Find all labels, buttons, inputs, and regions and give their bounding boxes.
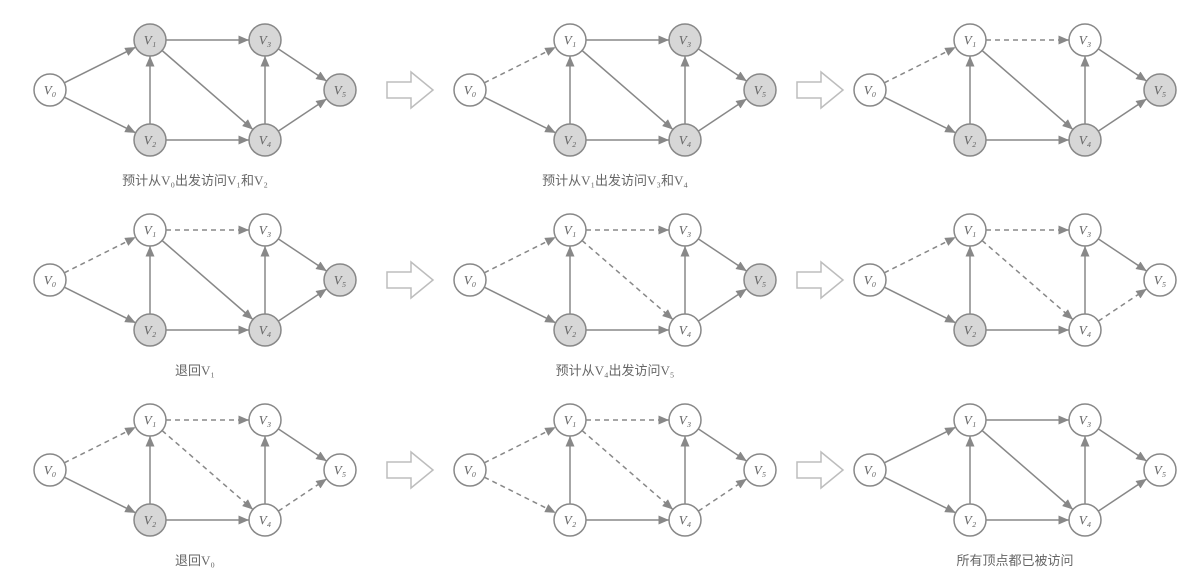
- svg-text:V₂: V₂: [964, 323, 977, 338]
- svg-text:V₃: V₃: [679, 413, 691, 428]
- graph-panel-r2-c2: V₀ V₁ V₂ V₃ V₄ V₅: [840, 390, 1190, 550]
- step-arrow-icon: [795, 260, 845, 305]
- svg-text:V₂: V₂: [564, 323, 577, 338]
- panel-caption: 预计从V₄出发访问V₅: [440, 360, 790, 379]
- svg-text:V₂: V₂: [144, 323, 157, 338]
- svg-text:V₄: V₄: [1079, 133, 1092, 148]
- svg-text:V₁: V₁: [964, 33, 976, 48]
- svg-text:V₅: V₅: [334, 463, 346, 478]
- graph-panel-r0-c0: V₀ V₁ V₂ V₃ V₄ V₅: [20, 10, 370, 170]
- step-arrow-icon: [795, 450, 845, 495]
- svg-text:V₄: V₄: [259, 513, 272, 528]
- svg-text:V₀: V₀: [864, 463, 876, 478]
- panel-caption: 退回V₀: [20, 550, 370, 569]
- graph-panel-r1-c2: V₀ V₁ V₂ V₃ V₄ V₅: [840, 200, 1190, 360]
- svg-text:V₃: V₃: [1079, 33, 1091, 48]
- svg-text:V₀: V₀: [864, 273, 876, 288]
- graph-panel-r0-c1: V₀ V₁ V₂ V₃ V₄ V₅: [440, 10, 790, 170]
- panel-caption: 退回V₁: [20, 360, 370, 379]
- svg-text:V₀: V₀: [44, 463, 56, 478]
- svg-text:V₅: V₅: [754, 273, 766, 288]
- svg-text:V₃: V₃: [679, 33, 691, 48]
- svg-text:V₂: V₂: [564, 133, 577, 148]
- svg-text:V₂: V₂: [964, 513, 977, 528]
- svg-text:V₃: V₃: [259, 223, 271, 238]
- svg-text:V₃: V₃: [259, 413, 271, 428]
- svg-text:V₁: V₁: [964, 413, 976, 428]
- step-arrow-icon: [385, 260, 435, 305]
- svg-text:V₁: V₁: [564, 223, 576, 238]
- panel-caption: 预计从V₀出发访问V₁和V₂: [20, 170, 370, 189]
- step-arrow-icon: [385, 450, 435, 495]
- svg-text:V₁: V₁: [564, 413, 576, 428]
- svg-text:V₁: V₁: [564, 33, 576, 48]
- graph-panel-r1-c0: V₀ V₁ V₂ V₃ V₄ V₅: [20, 200, 370, 360]
- panel-caption: 所有顶点都已被访问: [840, 550, 1190, 569]
- svg-text:V₃: V₃: [259, 33, 271, 48]
- svg-text:V₀: V₀: [864, 83, 876, 98]
- graph-panel-r0-c2: V₀ V₁ V₂ V₃ V₄ V₅: [840, 10, 1190, 170]
- svg-text:V₂: V₂: [144, 133, 157, 148]
- svg-text:V₅: V₅: [754, 83, 766, 98]
- svg-text:V₅: V₅: [334, 273, 346, 288]
- step-arrow-icon: [795, 70, 845, 115]
- svg-text:V₄: V₄: [679, 133, 692, 148]
- svg-text:V₀: V₀: [44, 273, 56, 288]
- svg-text:V₁: V₁: [144, 33, 156, 48]
- svg-text:V₅: V₅: [1154, 463, 1166, 478]
- svg-text:V₂: V₂: [564, 513, 577, 528]
- svg-text:V₃: V₃: [1079, 223, 1091, 238]
- panel-caption: 预计从V₁出发访问V₃和V₄: [440, 170, 790, 189]
- svg-text:V₄: V₄: [679, 513, 692, 528]
- svg-text:V₄: V₄: [259, 133, 272, 148]
- graph-panel-r2-c0: V₀ V₁ V₂ V₃ V₄ V₅: [20, 390, 370, 550]
- svg-text:V₀: V₀: [464, 83, 476, 98]
- svg-text:V₄: V₄: [259, 323, 272, 338]
- svg-text:V₅: V₅: [754, 463, 766, 478]
- svg-text:V₄: V₄: [1079, 323, 1092, 338]
- svg-text:V₅: V₅: [1154, 273, 1166, 288]
- svg-text:V₀: V₀: [464, 273, 476, 288]
- svg-text:V₅: V₅: [1154, 83, 1166, 98]
- svg-text:V₃: V₃: [1079, 413, 1091, 428]
- svg-text:V₀: V₀: [464, 463, 476, 478]
- step-arrow-icon: [385, 70, 435, 115]
- diagram-canvas: V₀ V₁ V₂ V₃ V₄ V₅ 预计从V₀出发访问V₁和V₂ V₀ V₁ V₂ V₃ V₄ V₅ 预计…: [0, 0, 1198, 569]
- svg-text:V₁: V₁: [144, 223, 156, 238]
- graph-panel-r2-c1: V₀ V₁ V₂ V₃ V₄ V₅: [440, 390, 790, 550]
- svg-text:V₄: V₄: [679, 323, 692, 338]
- svg-text:V₀: V₀: [44, 83, 56, 98]
- svg-text:V₄: V₄: [1079, 513, 1092, 528]
- graph-panel-r1-c1: V₀ V₁ V₂ V₃ V₄ V₅: [440, 200, 790, 360]
- svg-text:V₂: V₂: [964, 133, 977, 148]
- svg-text:V₁: V₁: [144, 413, 156, 428]
- svg-text:V₁: V₁: [964, 223, 976, 238]
- svg-text:V₃: V₃: [679, 223, 691, 238]
- svg-text:V₅: V₅: [334, 83, 346, 98]
- svg-text:V₂: V₂: [144, 513, 157, 528]
